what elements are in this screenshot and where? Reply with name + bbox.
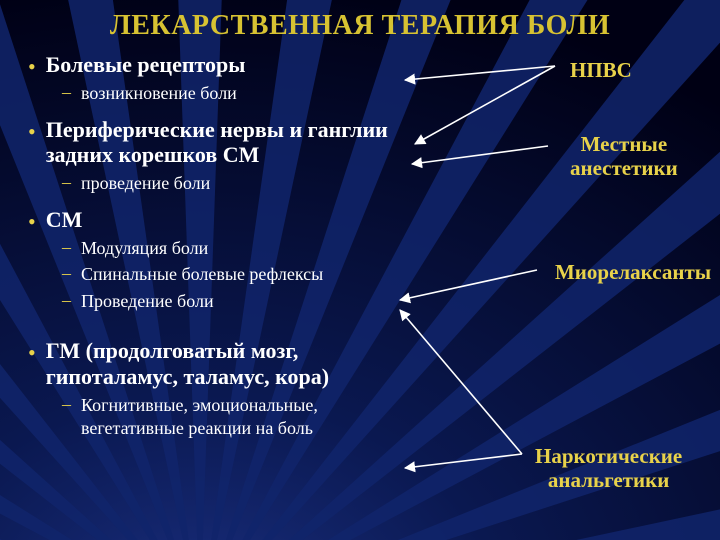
outline-subitem-label: Когнитивные, эмоциональные, вегетативные… bbox=[81, 394, 414, 439]
bullet-icon: • bbox=[28, 207, 36, 233]
outline-item: • ГМ (продолговатый мозг, гипоталамус, та… bbox=[28, 338, 414, 439]
drug-label-miorelax: Миорелаксанты bbox=[555, 260, 711, 284]
outline-subitem: –Когнитивные, эмоциональные, вегетативны… bbox=[62, 394, 414, 439]
outline-subitem: –Спинальные болевые рефлексы bbox=[62, 263, 414, 286]
outline-subitem: –проведение боли bbox=[62, 172, 414, 195]
outline-subitem-label: Модуляция боли bbox=[81, 237, 208, 260]
outline-subitem-label: Проведение боли bbox=[81, 290, 214, 313]
outline-item-label: ГМ (продолговатый мозг, гипоталамус, тал… bbox=[46, 338, 414, 390]
drug-label-local: Местные анестетики bbox=[570, 132, 678, 180]
dash-icon: – bbox=[62, 263, 71, 284]
drug-label-nsaid: НПВС bbox=[570, 58, 632, 82]
outline-sublist: –проведение боли bbox=[62, 172, 414, 195]
slide-title: ЛЕКАРСТВЕННАЯ ТЕРАПИЯ БОЛИ bbox=[0, 8, 720, 48]
bullet-icon: • bbox=[28, 52, 36, 78]
outline-sublist: –Когнитивные, эмоциональные, вегетативны… bbox=[62, 394, 414, 439]
outline-sublist: –Модуляция боли–Спинальные болевые рефле… bbox=[62, 237, 414, 313]
dash-icon: – bbox=[62, 237, 71, 258]
outline-sublist: –возникновение боли bbox=[62, 82, 414, 105]
dash-icon: – bbox=[62, 172, 71, 193]
outline-subitem: –возникновение боли bbox=[62, 82, 414, 105]
outline-subitem: –Проведение боли bbox=[62, 290, 414, 313]
outline-item-label: Периферические нервы и ганглии задних ко… bbox=[46, 117, 414, 169]
dash-icon: – bbox=[62, 82, 71, 103]
outline-subitem: –Модуляция боли bbox=[62, 237, 414, 260]
outline-subitem-label: возникновение боли bbox=[81, 82, 237, 105]
dash-icon: – bbox=[62, 394, 71, 415]
drug-label-narcotic: Наркотические анальгетики bbox=[535, 444, 682, 492]
columns: •Болевые рецепторы–возникновение боли•Пе… bbox=[0, 48, 720, 534]
outline-list: •Болевые рецепторы–возникновение боли•Пе… bbox=[28, 52, 414, 439]
outline-item: •СМ–Модуляция боли–Спинальные болевые ре… bbox=[28, 207, 414, 313]
outline-item: • Периферические нервы и ганглии задних к… bbox=[28, 117, 414, 195]
outline-subitem-label: Спинальные болевые рефлексы bbox=[81, 263, 323, 286]
bullet-icon: • bbox=[28, 117, 36, 143]
right-column: НПВС Местные анестетики Миорелаксанты Нарко… bbox=[418, 48, 720, 534]
outline-item-label: Болевые рецепторы bbox=[46, 52, 246, 78]
outline-item-label: СМ bbox=[46, 207, 83, 233]
outline-item: • Болевые рецепторы –возникновение боли bbox=[28, 52, 414, 105]
list-spacer bbox=[28, 324, 414, 338]
outline-subitem-label: проведение боли bbox=[81, 172, 210, 195]
bullet-icon: • bbox=[28, 338, 36, 364]
left-column: •Болевые рецепторы–возникновение боли•Пе… bbox=[0, 48, 418, 534]
dash-icon: – bbox=[62, 290, 71, 311]
